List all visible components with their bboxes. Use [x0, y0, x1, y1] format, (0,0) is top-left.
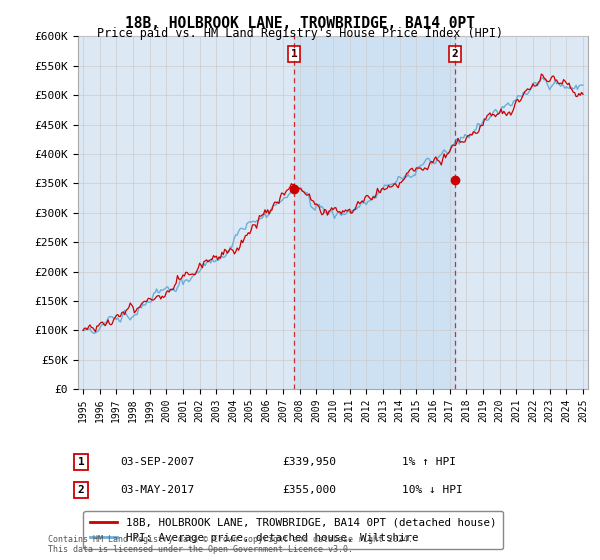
Text: 18B, HOLBROOK LANE, TROWBRIDGE, BA14 0PT: 18B, HOLBROOK LANE, TROWBRIDGE, BA14 0PT: [125, 16, 475, 31]
Text: Price paid vs. HM Land Registry's House Price Index (HPI): Price paid vs. HM Land Registry's House …: [97, 27, 503, 40]
Text: 10% ↓ HPI: 10% ↓ HPI: [402, 485, 463, 495]
Text: 1% ↑ HPI: 1% ↑ HPI: [402, 457, 456, 467]
Text: £355,000: £355,000: [282, 485, 336, 495]
Text: 1: 1: [77, 457, 85, 467]
Text: £339,950: £339,950: [282, 457, 336, 467]
Bar: [294, 36, 455, 389]
Text: 03-SEP-2007: 03-SEP-2007: [120, 457, 194, 467]
Text: 2: 2: [452, 49, 458, 59]
Legend: 18B, HOLBROOK LANE, TROWBRIDGE, BA14 0PT (detached house), HPI: Average price, d: 18B, HOLBROOK LANE, TROWBRIDGE, BA14 0PT…: [83, 511, 503, 549]
Text: 2: 2: [77, 485, 85, 495]
Text: 1: 1: [291, 49, 298, 59]
Text: 03-MAY-2017: 03-MAY-2017: [120, 485, 194, 495]
Text: Contains HM Land Registry data © Crown copyright and database right 2024.
This d: Contains HM Land Registry data © Crown c…: [48, 535, 413, 554]
